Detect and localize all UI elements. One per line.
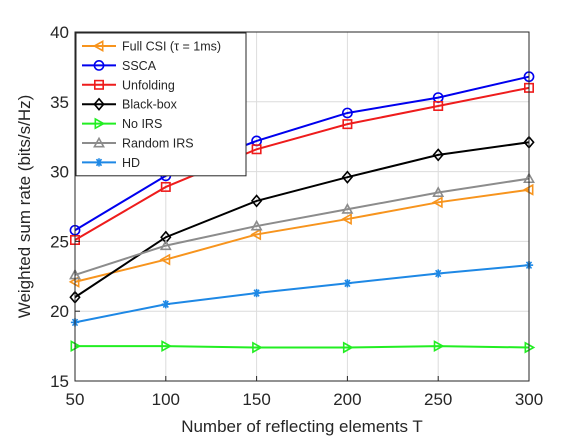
- x-tick-label: 250: [424, 390, 452, 409]
- plot-frame: [74, 31, 530, 382]
- series-line: [74, 177, 530, 276]
- y-tick-label: 40: [50, 23, 69, 42]
- data-point: [250, 228, 262, 241]
- legend-item: SSCA: [82, 59, 157, 73]
- legend-label: SSCA: [122, 59, 157, 73]
- data-point: [160, 181, 171, 192]
- y-axis-label: Weighted sum rate (bits/s/Hz): [15, 95, 34, 319]
- legend-marker: [92, 40, 104, 52]
- data-point: [433, 340, 445, 353]
- x-tick-label: 200: [333, 390, 361, 409]
- series-line: [74, 188, 530, 283]
- data-point: [433, 100, 444, 111]
- x-tick-label: 150: [242, 390, 270, 409]
- series-6: [70, 260, 534, 327]
- legend-item: HD: [82, 156, 140, 170]
- data-point: [252, 341, 263, 354]
- legend-label: No IRS: [122, 117, 162, 131]
- x-axis-label: Number of reflecting elements T: [181, 417, 423, 436]
- y-tick-label: 25: [50, 232, 69, 251]
- y-tick-label: 30: [50, 163, 69, 182]
- data-point: [434, 269, 443, 278]
- data-point: [251, 144, 262, 155]
- series-line: [75, 345, 530, 349]
- y-tick-label: 20: [50, 302, 69, 321]
- data-point: [343, 279, 352, 288]
- x-tick-label: 300: [515, 390, 543, 409]
- data-point: [341, 203, 354, 214]
- data-point: [432, 148, 444, 162]
- legend-marker: [93, 136, 105, 148]
- axis-ticks: 50 100 150 200 250 300 15 20 25 30 35 40: [50, 23, 543, 409]
- x-tick-label: 100: [152, 390, 180, 409]
- y-tick-label: 35: [50, 93, 69, 112]
- x-tick-label: 50: [66, 390, 85, 409]
- data-point: [432, 186, 445, 198]
- series-4: [70, 340, 536, 354]
- data-point: [431, 196, 443, 209]
- legend-label: Unfolding: [122, 78, 175, 92]
- data-point: [250, 219, 263, 231]
- data-point: [341, 107, 353, 119]
- series-layer: [68, 71, 536, 354]
- series-line: [74, 75, 530, 232]
- series-line: [74, 86, 530, 241]
- legend-item: Full CSI (τ = 1ms): [82, 40, 221, 54]
- legend-marker: [93, 97, 105, 111]
- legend-item: No IRS: [82, 117, 162, 131]
- data-point: [161, 300, 170, 309]
- legend: Full CSI (τ = 1ms) SSCA Unfolding Black-box…: [75, 32, 247, 177]
- series-line: [74, 141, 530, 299]
- legend-marker: [94, 158, 104, 167]
- legend-marker: [93, 60, 105, 71]
- legend-item: Black-box: [82, 97, 178, 112]
- data-point: [342, 119, 353, 130]
- legend-label: Full CSI (τ = 1ms): [122, 40, 221, 54]
- data-point: [159, 253, 171, 266]
- data-point: [341, 213, 352, 226]
- y-tick-label: 15: [50, 372, 69, 391]
- legend-label: Random IRS: [122, 137, 194, 151]
- legend-marker: [94, 117, 106, 130]
- data-point: [159, 239, 172, 251]
- legend-label: Black-box: [122, 98, 178, 112]
- legend-item: Random IRS: [82, 137, 194, 151]
- data-point: [342, 341, 354, 354]
- data-point: [161, 340, 173, 353]
- series-line: [74, 264, 530, 324]
- legend-label: HD: [122, 156, 140, 170]
- legend-marker: [94, 79, 105, 90]
- data-point: [250, 194, 263, 208]
- data-point: [252, 288, 261, 298]
- legend-item: Unfolding: [82, 78, 175, 92]
- data-point: [341, 170, 354, 184]
